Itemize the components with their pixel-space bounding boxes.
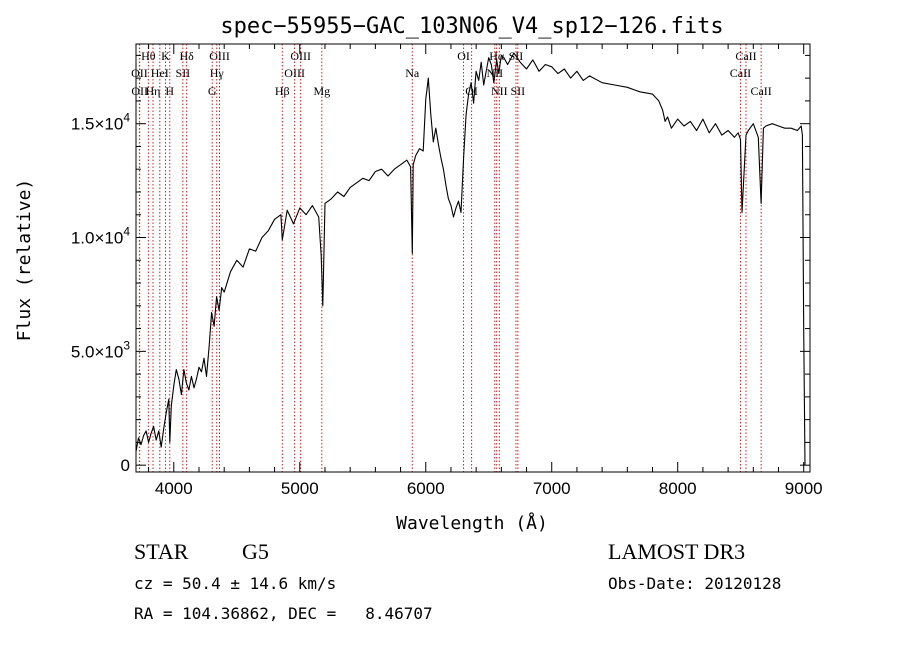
x-tick-label: 9000 [785,479,823,498]
spectral-line-label: SII [176,66,191,80]
y-tick-label: 1.0×104 [71,225,130,248]
spectral-line-label: OI [457,49,470,63]
spectral-line-label: Na [405,66,420,80]
survey-name: LAMOST DR3 [608,539,745,564]
spectral-line-label: H [165,84,174,98]
spectral-line-label: Hγ [210,66,225,80]
obs-date: Obs-Date: 20120128 [608,574,781,593]
y-tick-exponent: 4 [123,111,130,125]
chart-title: spec−55955−GAC_103N06_V4_sp12−126.fits [220,14,723,39]
x-tick-label: 4000 [155,479,193,498]
spectral-line-label: Mg [313,84,330,98]
y-tick-exponent: 4 [123,225,130,239]
y-tick-exponent: 3 [123,338,130,352]
y-tick-mantissa: 5.0×10 [71,342,123,361]
spectral-line-label: CaII [750,84,771,98]
spectrum-series-line [135,52,806,466]
object-subclass: G5 [242,539,269,564]
spectral-line-label: Hη [146,84,161,98]
object-class: STAR [134,539,189,564]
redshift-cz: cz = 50.4 ± 14.6 km/s [134,574,336,593]
ra-dec-coordinates: RA = 104.36862, DEC = 8.46707 [134,604,433,623]
y-tick-label: 1.5×104 [71,111,130,134]
spectral-line-label: OII [131,84,148,98]
y-axis-label: Flux (relative) [14,179,35,342]
y-tick-label: 0 [121,456,130,475]
spectral-line-label: CaII [735,49,756,63]
y-tick-label: 5.0×103 [71,338,130,361]
spectral-line-label: HeI [151,66,169,80]
spectral-line-label: Hθ [141,49,156,63]
spectral-line-label: Hδ [179,49,194,63]
spectral-line-label: CaII [730,66,751,80]
x-axis-label: Wavelength (Å) [396,512,548,534]
plot-frame [135,43,811,473]
spectral-line-label: NII [491,84,508,98]
spectral-line-label: K [161,49,170,63]
y-tick-mantissa: 1.5×10 [71,115,123,134]
spectral-line-label: OIII [209,49,230,63]
y-tick-mantissa: 1.0×10 [71,229,123,248]
x-tick-label: 5000 [281,479,319,498]
x-tick-label: 8000 [659,479,697,498]
x-tick-label: 6000 [407,479,445,498]
y-tick-mantissa: 0 [121,456,130,475]
info-panel: STAR G5 LAMOST DR3 cz = 50.4 ± 14.6 km/s… [134,539,781,623]
spectral-line-label: Hβ [275,84,290,98]
spectral-line-label: OIII [284,66,305,80]
spectral-line-label: OIII [290,49,311,63]
x-tick-label: 7000 [533,479,571,498]
spectral-line-label: SII [511,84,526,98]
spectral-line-label: G [208,84,217,98]
